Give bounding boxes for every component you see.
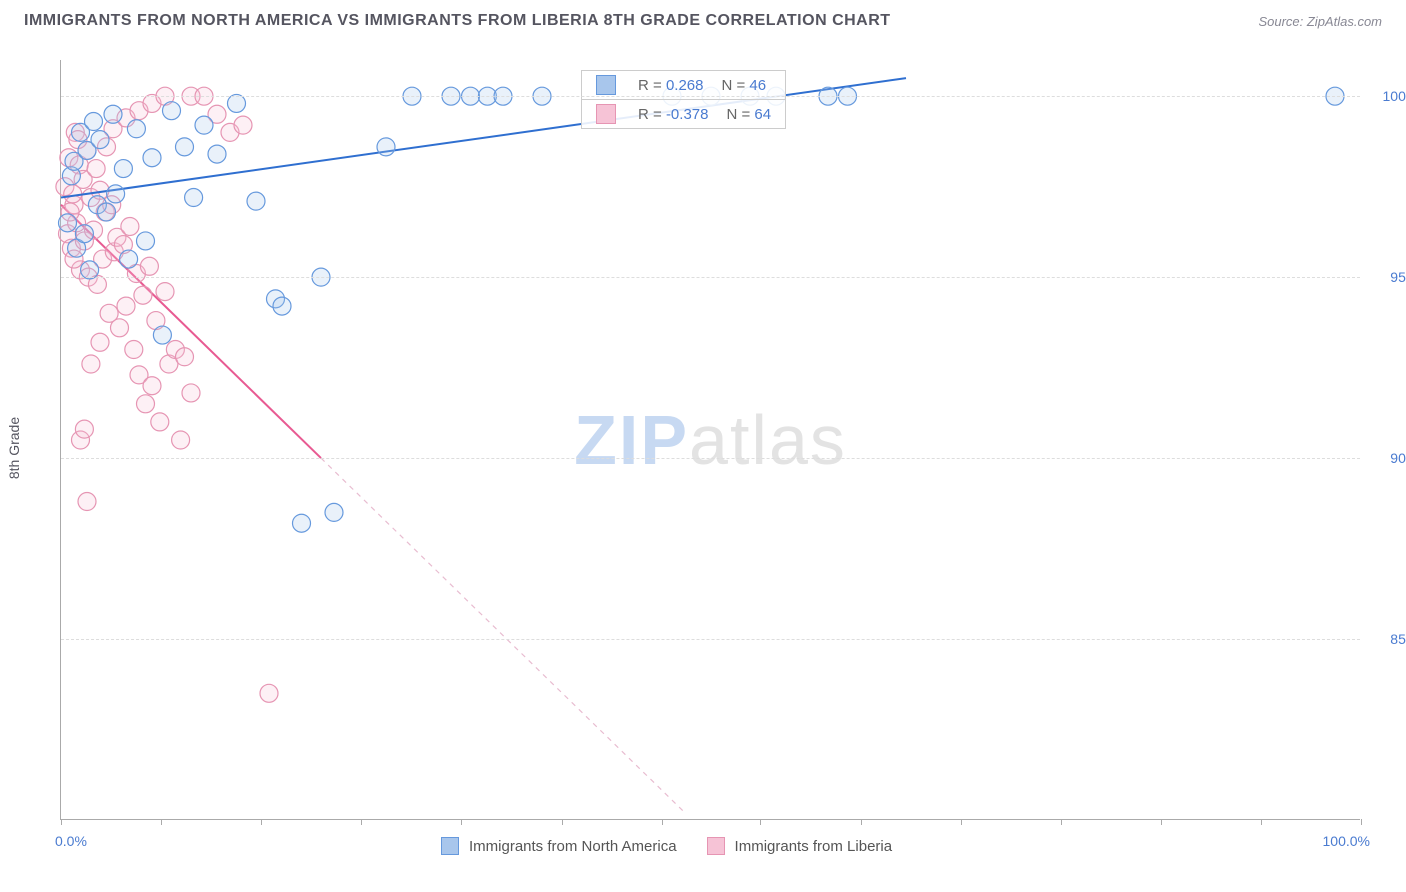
x-tick-mark bbox=[1361, 819, 1362, 825]
source-attribution: Source: ZipAtlas.com bbox=[1258, 14, 1382, 29]
chart-header: IMMIGRANTS FROM NORTH AMERICA VS IMMIGRA… bbox=[0, 0, 1406, 38]
chart-title: IMMIGRANTS FROM NORTH AMERICA VS IMMIGRA… bbox=[24, 12, 891, 30]
x-tick-max: 100.0% bbox=[1323, 833, 1370, 849]
x-tick-mark bbox=[361, 819, 362, 825]
x-tick-mark bbox=[1161, 819, 1162, 825]
chart-container: 8th Grade ZIPatlas R = 0.268 N = 46 R = … bbox=[48, 48, 1388, 848]
swatch-na-icon bbox=[596, 75, 616, 95]
x-tick-mark bbox=[461, 819, 462, 825]
y-tick-label: 95.0% bbox=[1370, 269, 1406, 285]
legend-swatch-na-icon bbox=[441, 837, 459, 855]
legend-item-liberia: Immigrants from Liberia bbox=[707, 837, 893, 855]
scatter-svg bbox=[61, 60, 1361, 820]
x-tick-mark bbox=[61, 819, 62, 825]
x-tick-mark bbox=[161, 819, 162, 825]
x-tick-mark bbox=[261, 819, 262, 825]
x-tick-mark bbox=[961, 819, 962, 825]
legend-item-na: Immigrants from North America bbox=[441, 837, 677, 855]
x-tick-mark bbox=[662, 819, 663, 825]
x-tick-mark bbox=[760, 819, 761, 825]
legend-swatch-liberia-icon bbox=[707, 837, 725, 855]
gridline-h bbox=[61, 277, 1360, 278]
x-tick-mark bbox=[1061, 819, 1062, 825]
swatch-liberia-icon bbox=[596, 104, 616, 124]
x-tick-min: 0.0% bbox=[55, 833, 87, 849]
x-tick-mark bbox=[562, 819, 563, 825]
x-tick-mark bbox=[861, 819, 862, 825]
y-tick-label: 85.0% bbox=[1370, 631, 1406, 647]
stats-row-liberia: R = -0.378 N = 64 bbox=[582, 100, 785, 128]
gridline-h bbox=[61, 96, 1360, 97]
series-legend: Immigrants from North America Immigrants… bbox=[441, 837, 892, 855]
y-tick-label: 100.0% bbox=[1370, 88, 1406, 104]
gridline-h bbox=[61, 458, 1360, 459]
y-tick-label: 90.0% bbox=[1370, 450, 1406, 466]
stats-legend: R = 0.268 N = 46 R = -0.378 N = 64 bbox=[581, 70, 786, 129]
gridline-h bbox=[61, 639, 1360, 640]
plot-area: ZIPatlas R = 0.268 N = 46 R = -0.378 N =… bbox=[60, 60, 1360, 820]
y-axis-label: 8th Grade bbox=[6, 417, 22, 479]
x-tick-mark bbox=[1261, 819, 1262, 825]
